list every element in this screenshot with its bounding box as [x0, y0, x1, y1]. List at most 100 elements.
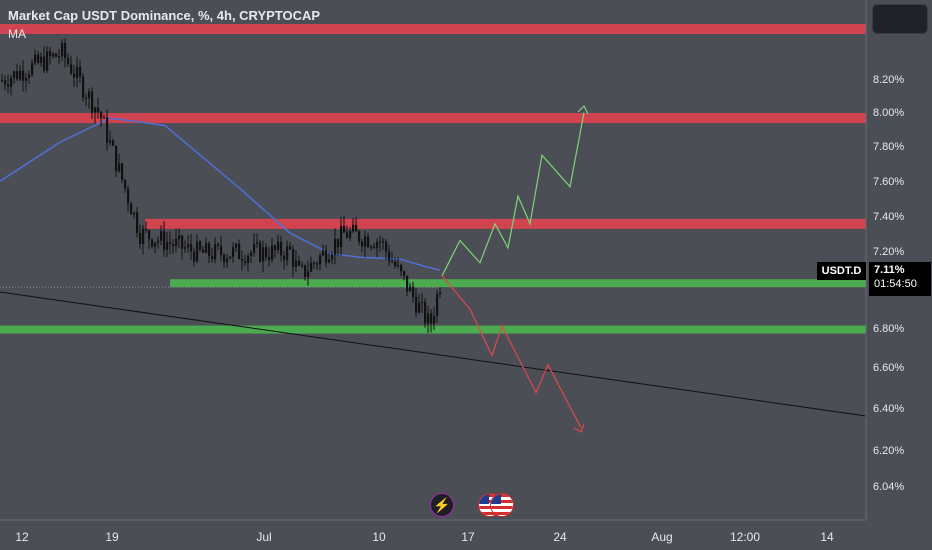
candle-body [355, 224, 358, 232]
price-tick-label: 6.04% [873, 481, 905, 493]
candle-body [193, 251, 196, 262]
candle-body [1, 80, 4, 82]
candle-body [361, 241, 364, 247]
candle-body [271, 245, 274, 260]
candle-body [166, 242, 169, 250]
price-tick-label: 6.40% [873, 403, 905, 415]
candle-body [133, 212, 136, 215]
candle-body [238, 243, 241, 259]
candle-body [433, 316, 436, 324]
candle-body [118, 163, 121, 172]
resistance-level [0, 113, 866, 124]
candle-body [397, 265, 400, 267]
candle-body [151, 239, 154, 247]
candle-body [10, 78, 13, 87]
symbol-title[interactable]: Market Cap USDT Dominance, %, 4h, CRYPTO… [8, 8, 321, 23]
support-level [0, 325, 866, 334]
candle-body [208, 243, 211, 256]
candle-body [103, 117, 106, 119]
candle-body [94, 107, 97, 113]
us-flag-icon[interactable] [490, 493, 514, 517]
candle-body [256, 242, 259, 244]
time-tick-label: Jul [256, 530, 272, 544]
candle-body [421, 301, 424, 304]
candle-body [19, 70, 22, 80]
candle-body [373, 246, 376, 248]
candle-body [37, 54, 40, 63]
candle-body [49, 51, 52, 57]
candle-body [406, 275, 409, 292]
candle-body [79, 66, 82, 77]
candle-body [163, 231, 166, 250]
candle-body [130, 203, 133, 215]
candle-body [376, 241, 379, 248]
candle-body [304, 265, 307, 277]
candle-body [58, 56, 61, 58]
candle-body [298, 260, 301, 266]
candle-body [427, 313, 430, 324]
chart-settings-button[interactable] [872, 4, 928, 34]
candle-body [229, 256, 232, 259]
symbol-price-tag: USDT.D [817, 262, 866, 280]
candle-body [187, 243, 190, 248]
candle-body [106, 117, 109, 143]
candle-body [280, 241, 283, 256]
candle-body [190, 243, 193, 252]
candle-body [220, 245, 223, 255]
candle-body [313, 262, 316, 265]
candle-body [385, 241, 388, 252]
candle-body [286, 246, 289, 261]
candle-body [283, 255, 286, 261]
candle-body [154, 242, 157, 247]
candle-body [100, 112, 103, 119]
bullish-arrowhead [577, 104, 589, 115]
time-tick-label: 19 [105, 530, 119, 544]
candle-body [175, 238, 178, 247]
candle-body [346, 232, 349, 238]
current-price-value: 7.11% [874, 264, 905, 276]
candle-body [181, 235, 184, 249]
price-tick-label: 6.80% [873, 323, 905, 335]
resistance-level [145, 218, 866, 229]
candle-body [34, 54, 37, 63]
candle-body [262, 247, 265, 262]
candle-body [112, 140, 115, 146]
candle-body [295, 260, 298, 267]
candle-body [73, 73, 76, 78]
candle-body [364, 236, 367, 247]
candle-body [136, 212, 139, 233]
lightning-icon[interactable]: ⚡ [430, 493, 454, 517]
candle-body [22, 70, 25, 81]
candle-body [223, 254, 226, 263]
time-tick-label: 24 [553, 530, 567, 544]
candle-body [139, 232, 142, 245]
trendline [0, 291, 867, 417]
price-tick-label: 6.60% [873, 362, 905, 374]
time-tick-label: 17 [461, 530, 475, 544]
candle-body [184, 247, 187, 249]
resistance-level [0, 24, 866, 34]
time-tick-label: 14 [820, 530, 834, 544]
time-tick-label: 10 [372, 530, 386, 544]
price-tick-label: 7.20% [873, 246, 905, 258]
candle-body [367, 236, 370, 248]
candle-body [16, 71, 19, 80]
candle-body [400, 265, 403, 272]
price-tick-label: 7.80% [873, 141, 905, 153]
candle-body [76, 66, 79, 78]
candle-body [274, 245, 277, 251]
candle-body [265, 247, 268, 258]
candle-body [46, 51, 49, 71]
candle-body [412, 286, 415, 297]
candle-body [142, 228, 145, 245]
candle-body [148, 230, 151, 240]
candle-body [205, 243, 208, 253]
candle-body [88, 91, 91, 99]
candle-body [337, 238, 340, 248]
candle-body [379, 241, 382, 243]
candle-body [316, 263, 319, 265]
candle-body [388, 251, 391, 262]
indicator-label[interactable]: MA [8, 27, 26, 41]
candle-body [157, 240, 160, 243]
